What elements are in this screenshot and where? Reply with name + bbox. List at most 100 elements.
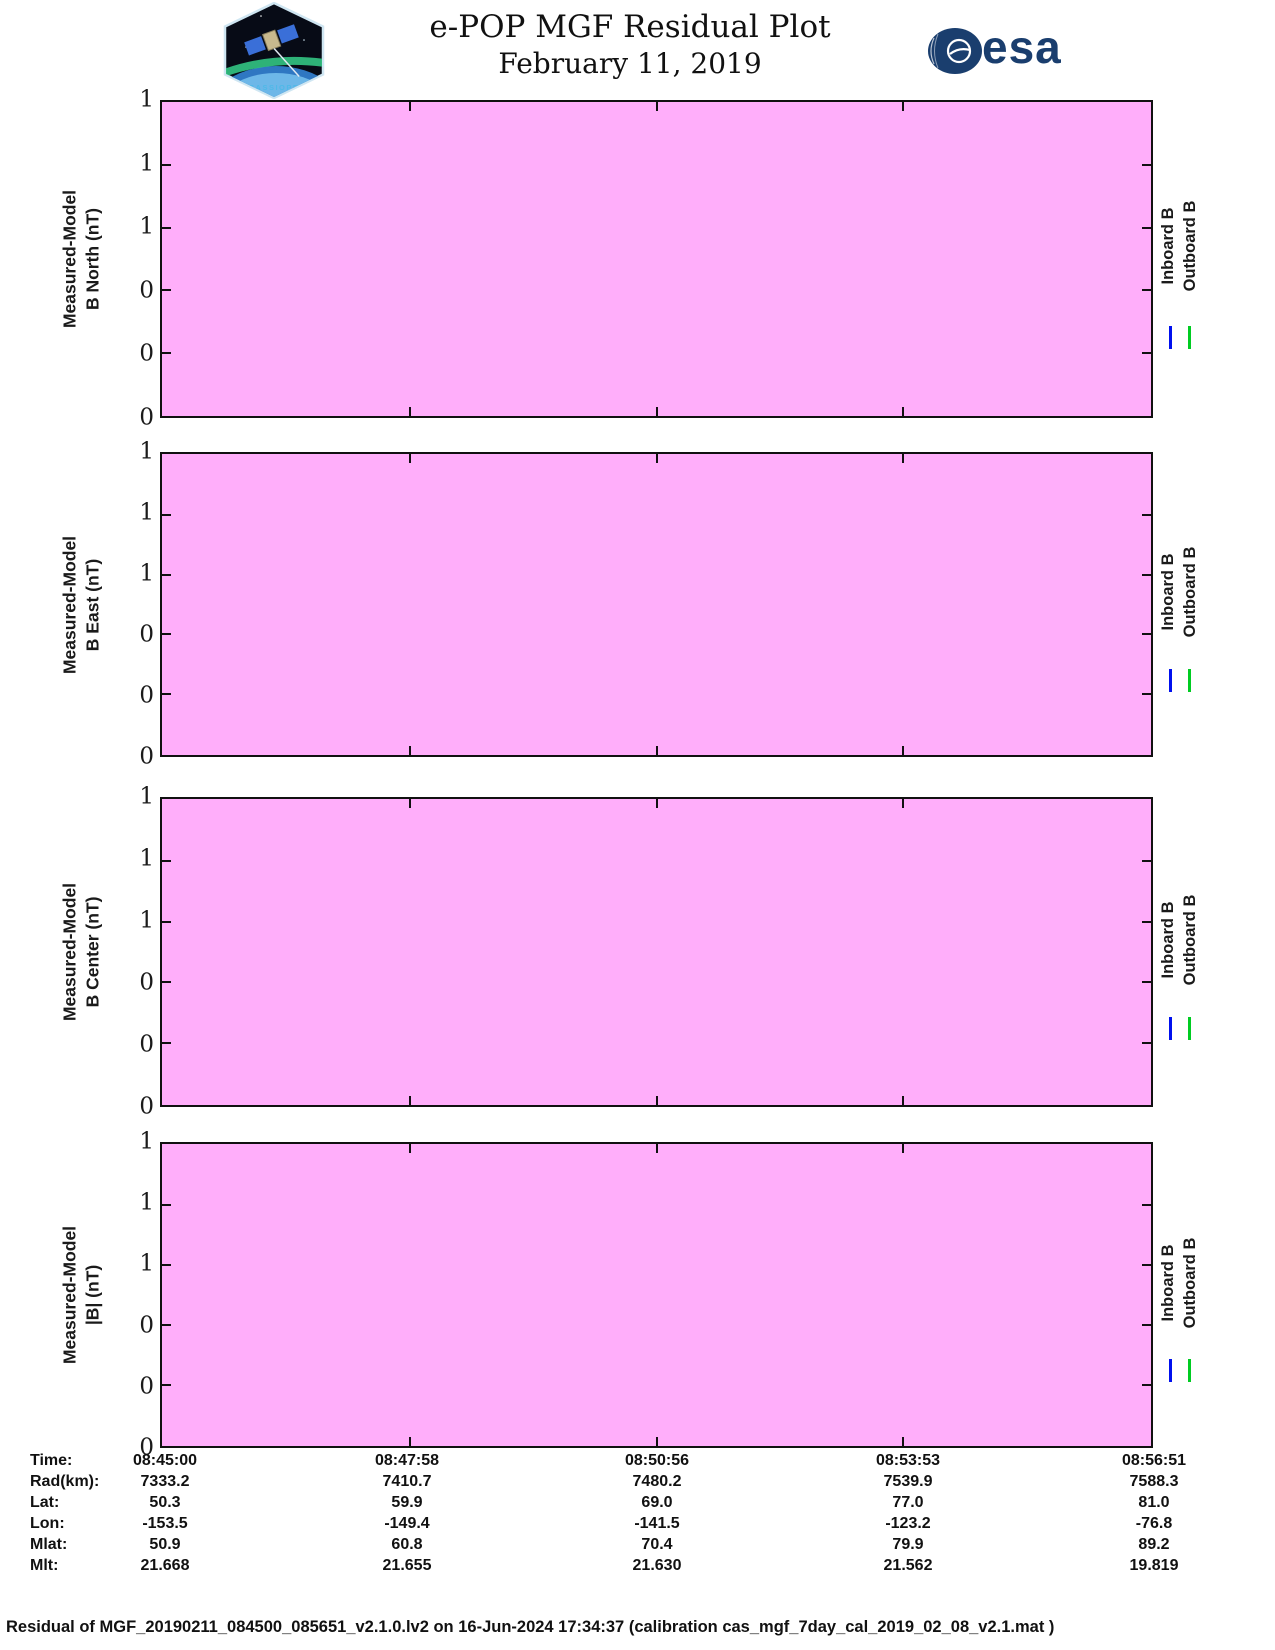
table-cell: -141.5 xyxy=(634,1515,680,1532)
y-tick-label: 0 xyxy=(139,1031,154,1058)
subplot-b-magnitude: Measured-Model |B| (nT) 1 1 1 0 0 0 Inbo… xyxy=(59,1130,1199,1459)
y-axis-label-line2: B Center (nT) xyxy=(82,896,102,1008)
y-tick-label: 0 xyxy=(139,1373,154,1400)
y-axis-label-line2: |B| (nT) xyxy=(82,1264,102,1326)
row-label: Lat: xyxy=(30,1494,60,1511)
table-cell: 08:53:53 xyxy=(875,1452,941,1469)
y-tick-label: 0 xyxy=(139,621,154,648)
y-tick-label: 0 xyxy=(139,969,154,996)
y-tick-label: 0 xyxy=(139,340,154,367)
legend: Inboard B Outboard B xyxy=(1158,472,1204,712)
table-cell: 7480.2 xyxy=(632,1473,682,1490)
table-cell: 79.9 xyxy=(892,1536,924,1553)
table-row-time: Time: 08:45:00 08:47:58 08:50:56 08:53:5… xyxy=(0,1452,1275,1473)
y-tick-label: 1 xyxy=(139,1128,154,1155)
y-axis-label-line2: B East (nT) xyxy=(82,558,102,651)
y-axis-label-line2: B North (nT) xyxy=(82,207,102,311)
table-cell: 08:45:00 xyxy=(132,1452,198,1469)
table-cell: 08:47:58 xyxy=(374,1452,440,1469)
row-label: Rad(km): xyxy=(30,1473,100,1490)
y-tick-label: 1 xyxy=(139,86,154,113)
table-row-mlat: Mlat: 50.9 60.8 70.4 79.9 89.2 xyxy=(0,1536,1275,1557)
legend-line-outboard xyxy=(1188,325,1191,349)
footer-provenance-text: Residual of MGF_20190211_084500_085651_v… xyxy=(6,1618,1055,1636)
table-cell: 69.0 xyxy=(641,1494,673,1511)
table-cell: 77.0 xyxy=(892,1494,924,1511)
y-tick-label: 1 xyxy=(139,213,154,240)
y-axis-label-line1: Measured-Model xyxy=(59,189,80,329)
plot-area xyxy=(160,452,1153,757)
row-label: Time: xyxy=(30,1452,73,1469)
y-tick-label: 0 xyxy=(139,1434,154,1461)
y-tick-label: 1 xyxy=(139,438,154,465)
legend-line-outboard xyxy=(1188,668,1191,692)
y-axis-label-line1: Measured-Model xyxy=(59,535,80,674)
table-cell: 50.9 xyxy=(149,1536,181,1553)
legend-line-inboard xyxy=(1169,1359,1172,1383)
row-label: Mlat: xyxy=(30,1536,68,1553)
y-axis-label-b-east: Measured-Model B East (nT) xyxy=(58,535,104,673)
table-cell: 7588.3 xyxy=(1129,1473,1179,1490)
table-cell: 70.4 xyxy=(641,1536,673,1553)
table-row-rad: Rad(km): 7333.2 7410.7 7480.2 7539.9 758… xyxy=(0,1473,1275,1494)
y-axis-label-b-north: Measured-Model B North (nT) xyxy=(58,190,104,328)
esa-wordmark: esa xyxy=(982,21,1062,73)
plot-area xyxy=(160,797,1153,1107)
table-cell: 59.9 xyxy=(391,1494,423,1511)
legend: Inboard B Outboard B xyxy=(1158,126,1204,366)
legend-line-inboard xyxy=(1169,325,1172,349)
y-axis-label-line1: Measured-Model xyxy=(59,882,80,1022)
table-cell: 21.668 xyxy=(140,1557,190,1574)
plot-area xyxy=(160,1142,1153,1448)
table-cell: 7539.9 xyxy=(883,1473,933,1490)
subplot-b-east: Measured-Model B East (nT) 1 1 1 0 0 0 I… xyxy=(59,440,1199,768)
y-tick-label: 1 xyxy=(139,845,154,872)
page-title: e-POP MGF Residual Plot February 11, 201… xyxy=(330,9,930,81)
cassiope-mission-patch-icon: CASSIOPE xyxy=(221,1,327,100)
table-cell: -149.4 xyxy=(384,1515,430,1532)
table-cell: 08:56:51 xyxy=(1121,1452,1187,1469)
y-axis-label-b-magnitude: Measured-Model |B| (nT) xyxy=(58,1226,104,1364)
legend-line-outboard xyxy=(1188,1017,1191,1041)
table-cell: 7410.7 xyxy=(382,1473,432,1490)
table-cell: 81.0 xyxy=(1138,1494,1170,1511)
table-row-lon: Lon: -153.5 -149.4 -141.5 -123.2 -76.8 xyxy=(0,1515,1275,1536)
y-tick-label: 1 xyxy=(139,560,154,587)
y-tick-label: 1 xyxy=(139,1250,154,1277)
table-row-mlt: Mlt: 21.668 21.655 21.630 21.562 19.819 xyxy=(0,1557,1275,1578)
table-row-lat: Lat: 50.3 59.9 69.0 77.0 81.0 xyxy=(0,1494,1275,1515)
table-cell: 7333.2 xyxy=(140,1473,190,1490)
table-cell: 50.3 xyxy=(149,1494,181,1511)
legend: Inboard B Outboard B xyxy=(1158,1163,1204,1403)
esa-logo: esa xyxy=(926,21,1061,76)
subplot-b-north: Measured-Model B North (nT) 1 1 1 0 0 0 … xyxy=(59,88,1199,429)
y-axis-label-b-center: Measured-Model B Center (nT) xyxy=(58,883,104,1021)
y-tick-label: 0 xyxy=(139,743,154,770)
table-cell: 21.630 xyxy=(632,1557,682,1574)
y-tick-label: 0 xyxy=(139,1312,154,1339)
table-cell: -123.2 xyxy=(885,1515,931,1532)
table-cell: 19.819 xyxy=(1129,1557,1179,1574)
plot-title: e-POP MGF Residual Plot xyxy=(429,9,831,45)
table-cell: -153.5 xyxy=(142,1515,188,1532)
legend: Inboard B Outboard B xyxy=(1158,820,1204,1060)
plot-date: February 11, 2019 xyxy=(498,46,762,80)
table-cell: 21.655 xyxy=(382,1557,432,1574)
table-cell: 08:50:56 xyxy=(624,1452,690,1469)
y-tick-label: 0 xyxy=(139,277,154,304)
y-tick-label: 0 xyxy=(139,682,154,709)
y-tick-label: 1 xyxy=(139,150,154,177)
svg-text:CASSIOPE: CASSIOPE xyxy=(249,83,300,92)
legend-line-inboard xyxy=(1169,1017,1172,1041)
table-cell: 89.2 xyxy=(1138,1536,1170,1553)
row-label: Mlt: xyxy=(30,1557,59,1574)
plot-area xyxy=(160,100,1153,418)
y-tick-label: 1 xyxy=(139,1189,154,1216)
y-tick-label: 1 xyxy=(139,907,154,934)
y-tick-label: 0 xyxy=(139,404,154,431)
y-tick-label: 1 xyxy=(139,783,154,810)
table-cell: 60.8 xyxy=(391,1536,423,1553)
subplot-b-center: Measured-Model B Center (nT) 1 1 1 0 0 0… xyxy=(59,785,1199,1118)
table-cell: 21.562 xyxy=(883,1557,933,1574)
y-axis-label-line1: Measured-Model xyxy=(59,1225,80,1365)
